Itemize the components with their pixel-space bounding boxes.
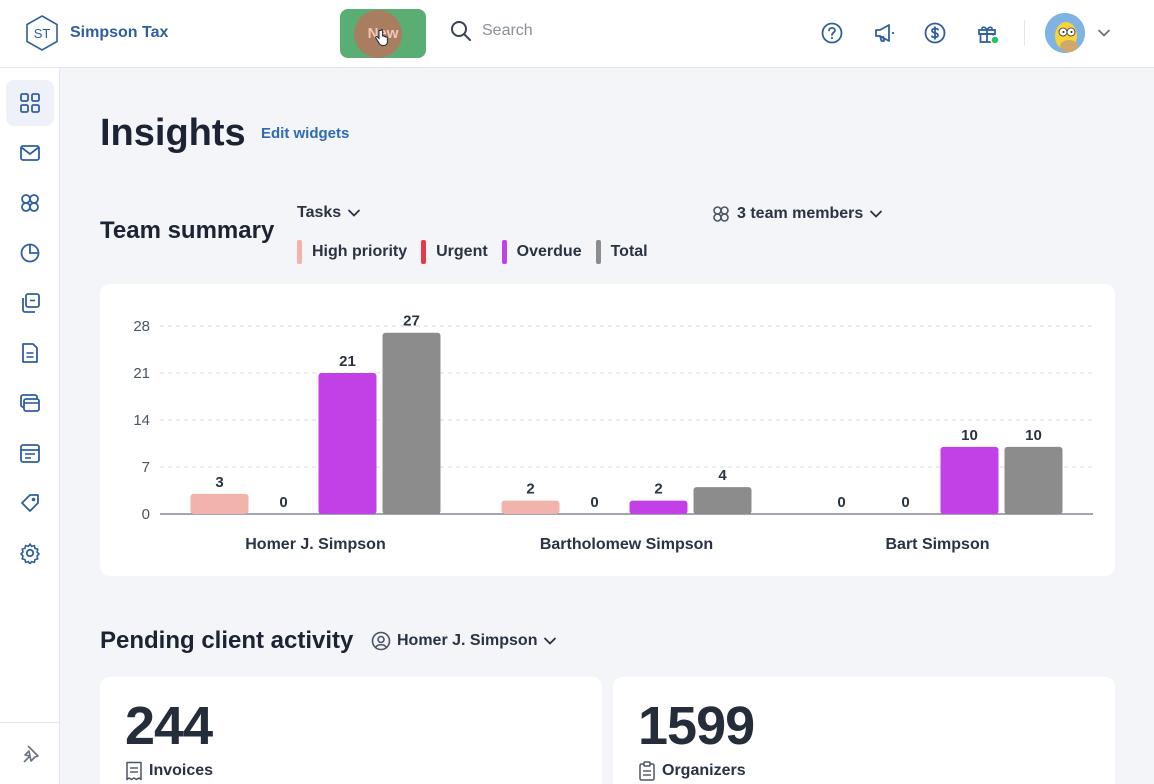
page-title: Insights [100,112,246,154]
team-summary-title: Team summary [100,217,275,244]
team-members-dropdown[interactable]: 3 team members [711,204,883,224]
data-label: 21 [339,353,356,370]
brand-name: Simpson Tax [70,24,169,41]
search-icon [451,21,471,41]
data-label: 3 [215,474,223,491]
search-bar[interactable] [450,20,702,42]
sidebar [0,68,60,784]
avatar[interactable] [1045,13,1085,53]
legend-item-urgent[interactable]: Urgent [421,240,488,264]
bar-total [693,487,752,514]
megaphone-icon[interactable] [871,20,897,46]
data-label: 27 [403,313,420,330]
chevron-down-icon [544,637,557,645]
document-icon[interactable] [6,330,54,376]
invoices-label: Invoices [149,762,214,779]
y-tick-label: 14 [133,412,150,429]
person-dropdown[interactable]: Homer J. Simpson [371,631,557,651]
bar-high-priority [501,500,560,514]
settings-icon[interactable] [6,530,54,576]
clients-icon[interactable] [6,180,54,226]
clipboard-icon [639,761,655,781]
x-tick-label: Bart Simpson [885,536,989,553]
tag-icon[interactable] [6,480,54,526]
organizers-count: 1599 [638,696,755,756]
mail-icon[interactable] [6,130,54,176]
top-bar: ST Simpson Tax New [0,0,1154,68]
y-tick-label: 0 [142,506,150,523]
team-members-label: 3 team members [737,205,864,222]
invoices-card[interactable]: 244 Invoices [100,677,602,784]
team-summary-chart-card: 0 7 14 21 28 3 0 21 27 Homer J. Simpson 2 0 2 4 Bartho… [100,284,1115,576]
tasks-dropdown[interactable]: Tasks [297,204,361,222]
pending-activity-title: Pending client activity [100,627,354,654]
topbar-divider [1024,20,1025,46]
search-input[interactable] [482,22,702,40]
user-circle-icon [371,631,391,651]
dashboard-icon[interactable] [6,80,54,126]
legend-item-overdue[interactable]: Overdue [501,240,582,264]
invoices-label-row: Invoices [125,761,213,781]
legend-swatch [501,240,507,264]
click-ripple [354,10,402,58]
calendar-icon[interactable] [6,430,54,476]
bar-overdue [318,373,377,514]
invoices-count: 244 [125,696,213,756]
legend-item-high-priority[interactable]: High priority [297,240,407,264]
help-icon[interactable] [819,20,845,46]
organizers-label-row: Organizers [638,761,746,781]
data-label: 10 [961,427,978,444]
copy-icon[interactable] [6,280,54,326]
chart-legend: High priority Urgent Overdue Total [297,240,648,264]
hand-cursor-icon [375,29,388,46]
chevron-down-icon [348,209,361,217]
data-label: 0 [837,494,845,511]
data-label: 0 [590,494,598,511]
organizers-card[interactable]: 1599 Organizers [613,677,1115,784]
x-tick-label: Bartholomew Simpson [540,536,713,553]
chevron-down-icon [870,210,883,218]
sidebar-footer [0,722,59,784]
legend-label: Total [610,243,648,260]
bar-total [382,332,441,514]
legend-swatch [297,240,302,264]
legend-item-total[interactable]: Total [595,240,648,264]
legend-swatch [421,240,427,264]
data-label: 2 [526,481,534,498]
pin-icon[interactable] [6,731,54,777]
insights-icon[interactable] [6,230,54,276]
bar-high-priority [190,493,249,514]
brand-initials: ST [34,26,51,41]
dollar-icon[interactable] [922,20,948,46]
brand-logo-icon: ST [26,15,58,51]
bar-overdue [629,500,688,514]
y-tick-label: 28 [133,318,150,335]
legend-swatch [595,240,601,264]
cards-icon[interactable] [6,380,54,426]
person-dropdown-label: Homer J. Simpson [397,632,538,649]
bar-total [1004,446,1063,514]
user-avatar-icon [1045,13,1085,53]
legend-label: High priority [312,243,408,260]
bar-overdue [940,446,999,514]
gift-icon[interactable] [975,20,1001,46]
y-tick-label: 21 [133,365,150,382]
brand[interactable]: ST Simpson Tax [24,14,168,52]
organizers-label: Organizers [662,762,746,779]
team-summary-chart: 0 7 14 21 28 3 0 21 27 Homer J. Simpson 2 0 2 4 Bartho… [133,313,1093,553]
x-tick-label: Homer J. Simpson [245,536,385,553]
chevron-down-icon[interactable] [1097,26,1111,40]
data-label: 0 [901,494,909,511]
invoice-icon [126,761,142,781]
data-label: 0 [279,494,287,511]
legend-label: Overdue [516,243,582,260]
edit-widgets-link[interactable]: Edit widgets [261,125,350,142]
data-label: 10 [1025,427,1042,444]
data-label: 4 [718,467,727,484]
data-label: 2 [654,481,662,498]
legend-label: Urgent [436,243,488,260]
tasks-dropdown-label: Tasks [297,204,342,221]
team-icon [713,206,729,222]
y-tick-label: 7 [142,459,150,476]
